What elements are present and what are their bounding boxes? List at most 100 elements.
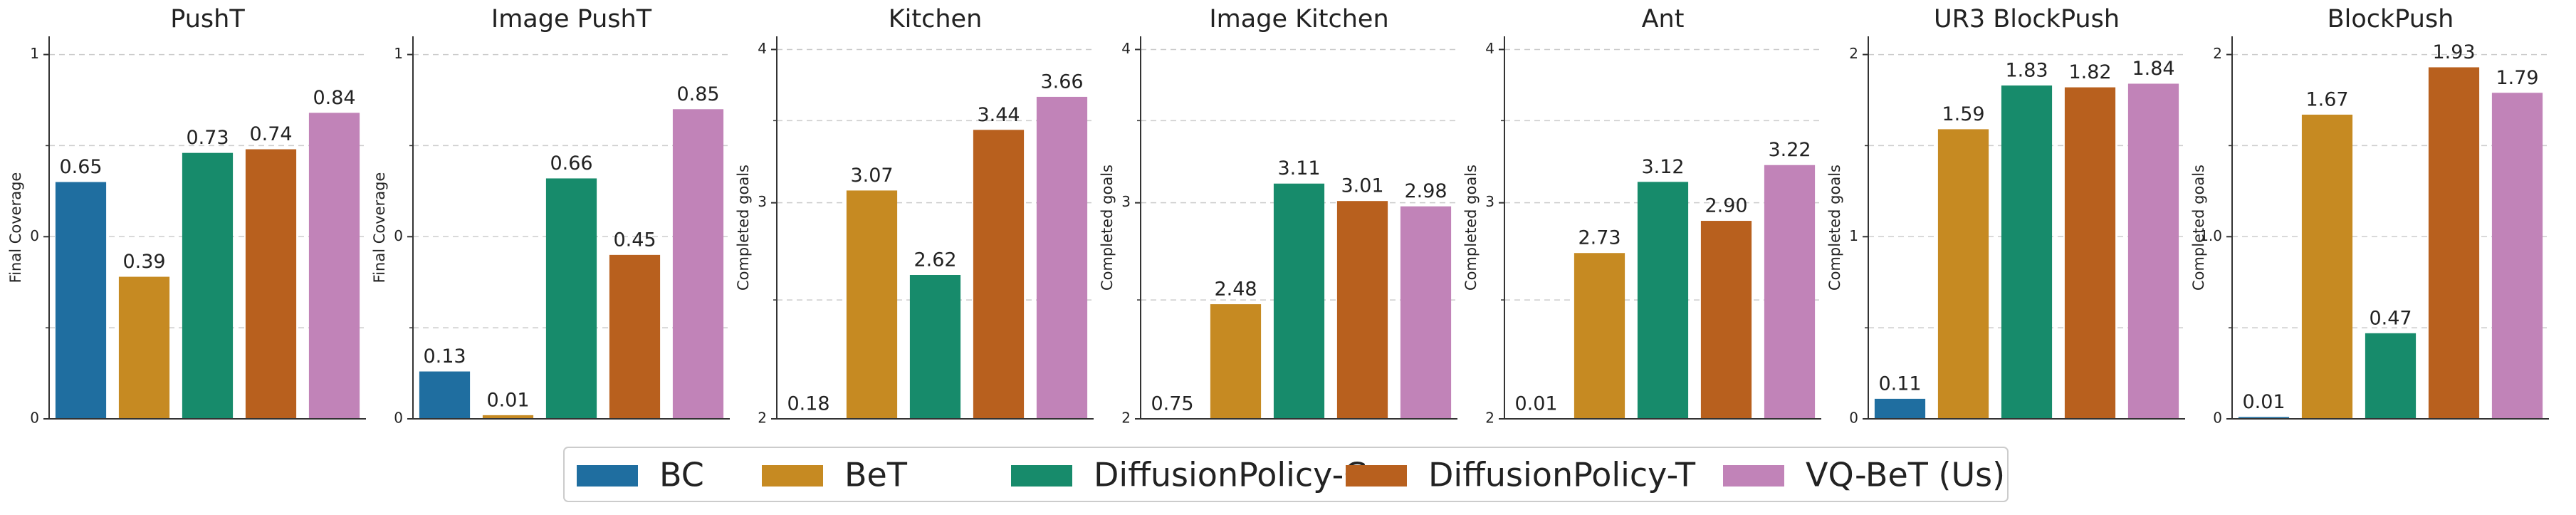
legend-swatch: [577, 465, 638, 487]
legend-label: VQ-BeT (Us): [1806, 456, 2005, 494]
value-label: 1.79: [2496, 67, 2538, 89]
bar: [2301, 114, 2353, 419]
y-tick-label: 1: [30, 45, 39, 62]
value-label: 0.84: [313, 87, 355, 109]
y-tick-label: 0: [394, 227, 403, 244]
bar: [419, 371, 471, 419]
value-label: 3.12: [1641, 156, 1684, 178]
y-tick-label: 1: [394, 45, 403, 62]
value-label: 2.48: [1214, 279, 1257, 301]
value-label: 2.62: [913, 249, 956, 271]
y-tick-label: 0: [30, 227, 39, 244]
bar: [1574, 253, 1625, 419]
y-tick-label: 0: [1849, 410, 1858, 427]
y-axis-label: Completed goals: [1462, 165, 1480, 291]
value-label: 1.84: [2132, 58, 2174, 80]
legend-label: BC: [659, 456, 704, 494]
bar: [1273, 183, 1325, 419]
value-label: 0.11: [1878, 373, 1921, 395]
y-tick-label: 0: [2213, 410, 2222, 427]
y-axis-label: Completed goals: [2190, 165, 2207, 291]
legend-label: DiffusionPolicy-T: [1428, 456, 1696, 494]
value-label: 3.44: [977, 104, 1020, 126]
bar: [1937, 129, 1989, 419]
bar: [55, 182, 107, 420]
y-tick-label: 4: [1485, 40, 1494, 57]
y-tick-label: 3: [1485, 193, 1494, 210]
bar: [672, 109, 724, 420]
bar: [2365, 333, 2417, 419]
value-label: 3.11: [1277, 157, 1320, 180]
bar: [2428, 67, 2480, 419]
subplot-title: Image Kitchen: [1209, 5, 1388, 33]
bar: [1700, 221, 1752, 419]
value-label: 2.90: [1705, 195, 1747, 217]
legend-swatch: [762, 465, 823, 487]
value-label: 3.07: [850, 165, 893, 187]
bar: [308, 113, 360, 419]
y-axis-label: Final Coverage: [7, 172, 24, 283]
value-label: 3.22: [1768, 139, 1811, 161]
y-tick-label: 3: [1121, 193, 1131, 210]
legend-label: BeT: [844, 456, 908, 494]
y-tick-label: 2: [1485, 410, 1494, 427]
value-label: 0.01: [1514, 393, 1557, 415]
bar: [1400, 206, 1452, 419]
bar: [118, 276, 170, 419]
bar: [1764, 165, 1816, 419]
value-label: 1.67: [2305, 88, 2348, 110]
legend-swatch: [1346, 465, 1407, 487]
value-label: 0.01: [2242, 391, 2285, 413]
value-label: 2.98: [1404, 180, 1447, 202]
value-label: 1.59: [1942, 103, 1984, 125]
legend-swatch: [1011, 465, 1072, 487]
value-label: 0.18: [787, 393, 829, 415]
y-axis-label: Final Coverage: [371, 172, 388, 283]
subplot-title: UR3 BlockPush: [1934, 5, 2120, 33]
bar: [182, 152, 234, 419]
y-tick-label: 2: [1849, 45, 1858, 62]
y-tick-label: 1: [1849, 227, 1858, 244]
legend-swatch: [1723, 465, 1784, 487]
value-label: 3.66: [1040, 71, 1083, 93]
bar: [2491, 93, 2543, 419]
value-label: 0.85: [676, 83, 719, 105]
bar: [1637, 182, 1689, 419]
bar: [2238, 417, 2290, 419]
value-label: 0.45: [613, 229, 656, 251]
value-label: 0.66: [550, 152, 592, 175]
y-axis-label: Completed goals: [735, 165, 752, 291]
value-label: 1.82: [2068, 61, 2111, 83]
value-label: 0.01: [486, 389, 529, 411]
bar: [482, 415, 534, 419]
value-label: 0.74: [249, 123, 292, 145]
y-tick-label: 3: [758, 193, 767, 210]
value-label: 1.93: [2432, 41, 2475, 63]
value-label: 3.01: [1341, 175, 1383, 197]
y-tick-label: 2: [758, 410, 767, 427]
value-label: 0.75: [1151, 393, 1193, 415]
value-label: 0.39: [122, 251, 165, 273]
y-tick-label: 0: [30, 410, 39, 427]
bar: [909, 274, 961, 419]
subplot-title: Kitchen: [889, 5, 983, 33]
y-axis-label: Completed goals: [1099, 165, 1116, 291]
bar: [545, 178, 597, 419]
y-tick-label: 4: [1121, 40, 1131, 57]
y-tick-label: 4: [758, 40, 767, 57]
y-tick-label: 1.0: [2199, 227, 2222, 244]
subplot-title: PushT: [170, 5, 245, 33]
value-label: 0.47: [2369, 307, 2412, 329]
value-label: 0.65: [59, 156, 102, 178]
bar: [609, 254, 661, 419]
bar: [2064, 87, 2116, 419]
bar: [245, 149, 297, 420]
bar: [1036, 96, 1088, 419]
subplot-title: Image PushT: [491, 5, 652, 33]
value-label: 0.13: [423, 345, 466, 368]
subplot-title: BlockPush: [2328, 5, 2454, 33]
bar: [973, 130, 1025, 419]
y-tick-label: 2: [1121, 410, 1131, 427]
